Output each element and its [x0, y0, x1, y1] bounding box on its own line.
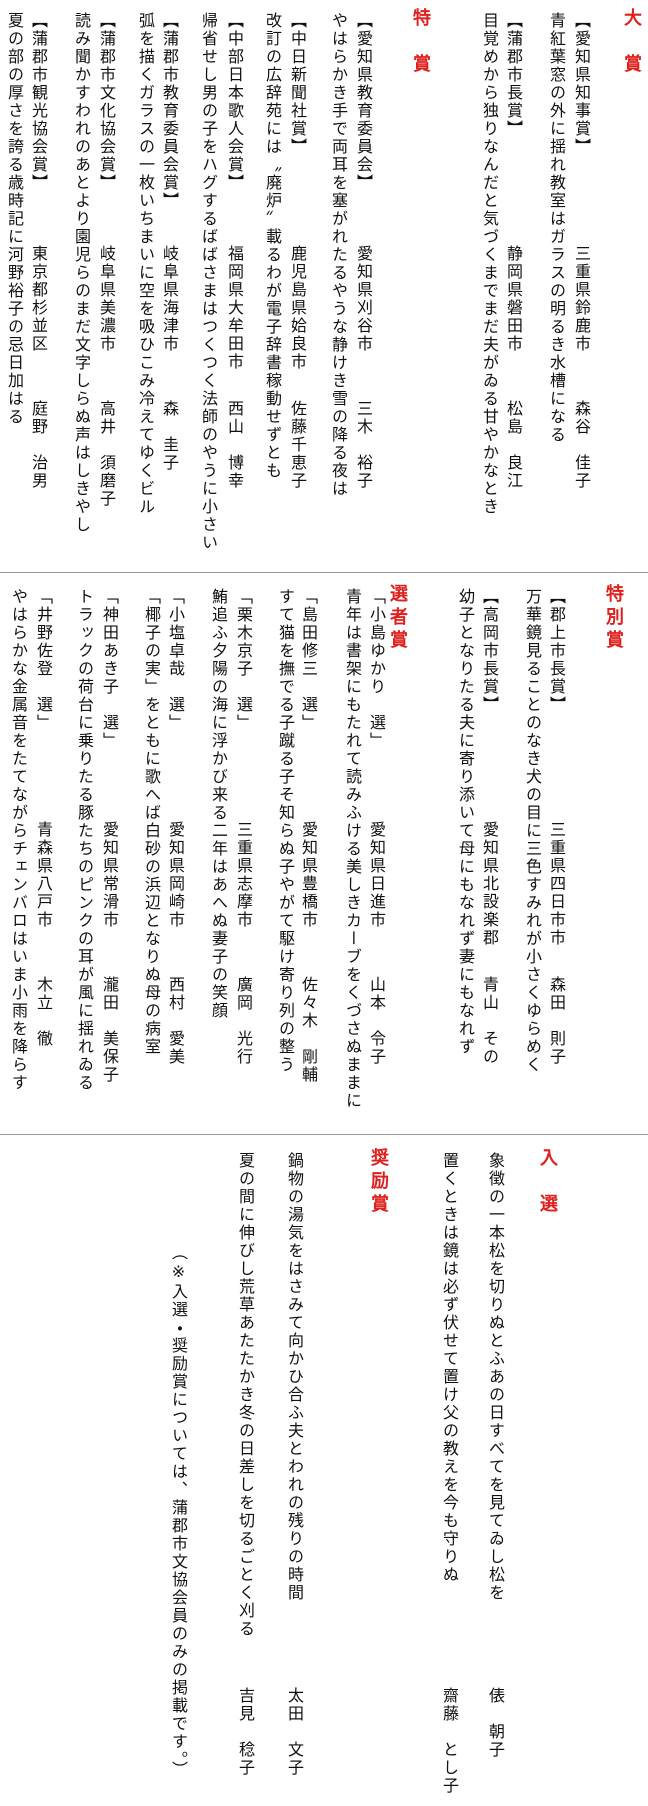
award-label: 「栗木京子 選」 — [234, 588, 253, 732]
separator — [0, 572, 648, 573]
poem: 万華鏡見ることのなき犬の目に三色すみれが小さくゆらめく — [523, 588, 542, 1074]
place: 鹿児島県姶良市 — [288, 245, 307, 371]
place: 愛知県岡崎市 — [166, 821, 185, 929]
place: 愛知県常滑市 — [100, 821, 119, 929]
poem: やはらかき手で両耳を塞がれたるやうな静けき雪の降る夜は — [329, 12, 348, 498]
place: 三重県志摩市 — [234, 821, 253, 929]
author-name: 青山 その — [480, 976, 499, 1066]
author-name: 森田 則子 — [547, 976, 566, 1066]
author-name: 瀧田 美保子 — [100, 976, 119, 1084]
author-name: 高井 須磨子 — [97, 400, 116, 508]
place: 三重県四日市市 — [547, 821, 566, 947]
poem: 読み聞かすわれのあとより園児らのまだ文字しらぬ声はしきやし — [72, 12, 91, 534]
place: 静岡県磐田市 — [504, 245, 523, 353]
author-name: 佐々木 剛輔 — [299, 976, 318, 1084]
award-label: 【中日新聞社賞】 — [288, 12, 307, 156]
author-name: 佐藤千恵子 — [288, 400, 307, 490]
place: 愛知県豊橋市 — [299, 821, 318, 929]
award-label: 「井野佐登 選」 — [34, 588, 53, 732]
author-name: 俵 朝子 — [486, 1687, 505, 1759]
poem: 鮪追ふ夕陽の海に浮かび来る二年はあへぬ妻子の笑顔 — [209, 588, 228, 1020]
award-label: 「小塩卓哉 選」 — [166, 588, 185, 732]
poem: 弧を描くガラスの一枚いちまいに空を吸ひこみ冷えてゆくビル — [136, 12, 155, 516]
poem: 置くときは鏡は必ず伏せて置け父の教えを今も守りぬ — [440, 1152, 459, 1584]
poem: 目覚めから独りなんだと気づくまでまだ夫がゐる甘やかなとき — [480, 12, 499, 516]
place: 愛知県刈谷市 — [354, 245, 373, 353]
section-heading: 特 賞 — [410, 8, 431, 77]
award-label: 【蒲郡市文化協会賞】 — [97, 12, 116, 192]
poem: 改訂の広辞苑には〝廃炉〟載るわが電子辞書稼動せずとも — [263, 12, 282, 480]
award-label: 【愛知県教育委員会】 — [354, 12, 373, 192]
poem: 帰省せし男の子をハグするばばさまはつくつく法師のやうに小さい — [199, 12, 218, 552]
poem: やはらかな金属音をたてながらチェンバロはいま小雨を降らす — [9, 588, 28, 1092]
separator — [0, 1134, 648, 1135]
place: 愛知県日進市 — [367, 821, 386, 929]
author-name: 西村 愛美 — [166, 976, 185, 1066]
author-name: 山本 令子 — [367, 976, 386, 1066]
place: 福岡県大牟田市 — [225, 245, 244, 371]
author-name: 廣岡 光行 — [234, 976, 253, 1066]
place: 岐阜県海津市 — [160, 245, 179, 353]
section-heading: 入 選 — [537, 1148, 558, 1217]
author-name: 木立 徹 — [34, 976, 53, 1048]
award-label: 【蒲郡市教育委員会賞】 — [160, 12, 179, 210]
section-heading: 選者賞 — [387, 584, 408, 653]
section-heading: 大 賞 — [621, 8, 642, 77]
poem: 夏の間に伸びし荒草あたたかき冬の日差しを切るごとく刈る — [236, 1152, 255, 1638]
section-heading: 特別賞 — [603, 584, 624, 653]
poem: 夏の部の厚さを誇る歳時記に河野裕子の忌日加はる — [5, 12, 24, 426]
author-name: 森 圭子 — [160, 400, 179, 472]
author-name: 三木 裕子 — [354, 400, 373, 490]
poem: 「椰子の実」をともに歌へば白砂の浜辺となりぬ母の病室 — [142, 588, 161, 1056]
award-label: 【中部日本歌人会賞】 — [225, 12, 244, 192]
section-heading: 奨励賞 — [368, 1148, 389, 1217]
author-name: 齋藤 とし子 — [440, 1687, 459, 1795]
poem: 青紅葉窓の外に揺れ教室はガラスの明るき水槽になる — [547, 12, 566, 444]
author-name: 西山 博幸 — [225, 400, 244, 490]
author-name: 吉見 稔子 — [236, 1687, 255, 1777]
poem: すて猫を撫でる子蹴る子そ知らぬ子やがて駆け寄り列の整う — [276, 588, 295, 1074]
author-name: 庭野 治男 — [29, 400, 48, 490]
author-name: 森谷 佳子 — [572, 400, 591, 490]
award-label: 【蒲郡市長賞】 — [504, 12, 523, 138]
award-label: 【愛知県知事賞】 — [572, 12, 591, 156]
award-label: 「小島ゆかり 選」 — [367, 588, 386, 750]
place: 三重県鈴鹿市 — [572, 245, 591, 353]
poem: 鍋物の湯気をはさみて向かひ合ふ夫とわれの残りの時間 — [285, 1152, 304, 1602]
poem: 幼子となりたる夫に寄り添いて母にもなれず妻にもなれず — [456, 588, 475, 1056]
award-label: 「島田修三 選」 — [299, 588, 318, 732]
award-label: 「神田あき子 選」 — [100, 588, 119, 750]
author-name: 太田 文子 — [285, 1687, 304, 1777]
poem: 青年は書架にもたれて読みふける美しきカーブをくづさぬままに — [343, 588, 362, 1110]
poem: 象徴の一本松を切りぬとふあの日すべてを見てゐし松を — [486, 1152, 505, 1602]
award-label: 【郡上市長賞】 — [547, 588, 566, 714]
place: 岐阜県美濃市 — [97, 245, 116, 353]
place: 青森県八戸市 — [34, 821, 53, 929]
place: 愛知県北設楽郡 — [480, 821, 499, 947]
author-name: 松島 良江 — [504, 400, 523, 490]
note: （※入選・奨励賞については、蒲郡市文協会員のみの掲載です。） — [169, 1244, 188, 1779]
award-label: 【蒲郡市観光協会賞】 — [29, 12, 48, 192]
poem: トラックの荷台に乗りたる豚たちのピンクの耳が風に揺れゐる — [75, 588, 94, 1092]
place: 東京都杉並区 — [29, 245, 48, 353]
award-label: 【高岡市長賞】 — [480, 588, 499, 714]
